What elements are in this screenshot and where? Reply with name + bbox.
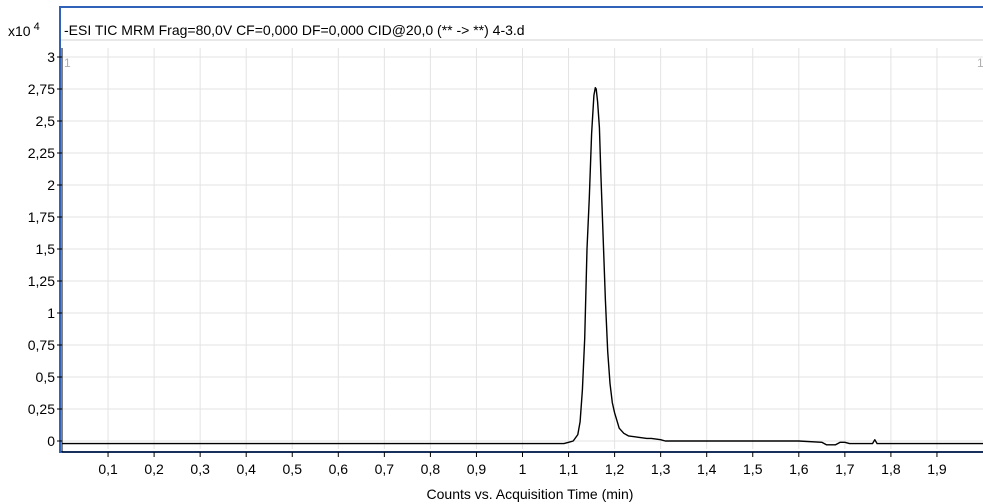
- pane-number-right: 1: [977, 56, 983, 70]
- x-tick-label: 0,8: [421, 461, 441, 477]
- x-tick-label: 1: [519, 461, 527, 477]
- x-tick-label: 0,7: [375, 461, 395, 477]
- x-tick-label: 0,3: [190, 461, 210, 477]
- x-tick-label: 1,1: [559, 461, 579, 477]
- y-tick-label: 3: [47, 49, 55, 65]
- x-tick-label: 1,5: [743, 461, 763, 477]
- x-tick-label: 0,6: [329, 461, 349, 477]
- y-tick-label: 0: [47, 433, 55, 449]
- tic-trace-line: [62, 87, 983, 446]
- x-tick-label: 0,4: [236, 461, 256, 477]
- x-tick-label: 1,2: [605, 461, 625, 477]
- x-tick-label: 1,6: [789, 461, 809, 477]
- x-tick-label: 0,1: [98, 461, 118, 477]
- x-tick-label: 0,2: [144, 461, 164, 477]
- y-tick-label: 1,5: [36, 241, 56, 257]
- x-axis-title: Counts vs. Acquisition Time (min): [427, 486, 634, 502]
- y-tick-label: 2,75: [28, 81, 55, 97]
- y-tick-label: 0,75: [28, 337, 55, 353]
- x-axis: 0,1 0,2 0,3 0,4 0,5 0,6 0,7 0,8 0,9 1 1,1 1,2 1,3 1,4…: [62, 451, 983, 477]
- x-tick-label: 1,3: [651, 461, 671, 477]
- x-tick-label: 0,5: [283, 461, 303, 477]
- y-axis: 0 0,25 0,5 0,75 1 1,25 1,5 1,75 2 2,25 2,5 2,75 3: [28, 48, 63, 452]
- x-tick-label: 1,4: [697, 461, 717, 477]
- y-tick-label: 1,25: [28, 273, 55, 289]
- y-tick-label: 1: [47, 305, 55, 321]
- x-tick-label: 1,7: [835, 461, 855, 477]
- x-tick-label: 0,9: [467, 461, 487, 477]
- x-tick-label: 1,8: [881, 461, 901, 477]
- y-tick-label: 2,5: [36, 113, 56, 129]
- chart-title: -ESI TIC MRM Frag=80,0V CF=0,000 DF=0,00…: [64, 22, 525, 38]
- y-tick-label: 2: [47, 177, 55, 193]
- pane-number-left: 1: [64, 56, 71, 70]
- y-tick-label: 0,25: [28, 401, 55, 417]
- y-tick-label: 2,25: [28, 145, 55, 161]
- y-tick-label: 1,75: [28, 209, 55, 225]
- y-multiplier-base: x10: [8, 23, 31, 39]
- y-multiplier-exponent: 4: [34, 21, 40, 33]
- x-tick-label: 1,9: [927, 461, 947, 477]
- grid-lines: [62, 48, 983, 449]
- y-multiplier-label: x10 4: [8, 21, 40, 39]
- y-tick-label: 0,5: [36, 369, 56, 385]
